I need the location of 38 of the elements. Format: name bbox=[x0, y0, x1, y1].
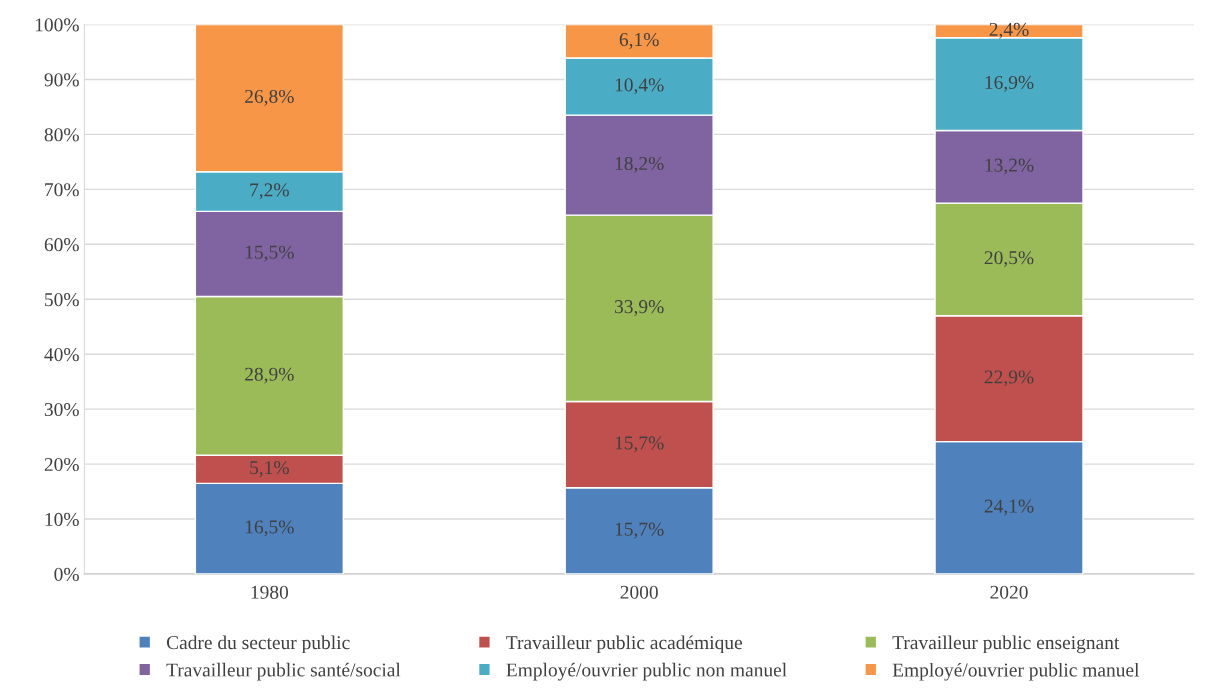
legend-label: Travailleur public enseignant bbox=[892, 635, 1120, 654]
data-label: 15,7% bbox=[615, 522, 664, 539]
y-tick-label: 100% bbox=[35, 18, 79, 32]
legend-label: Cadre du secteur public bbox=[166, 635, 350, 654]
y-tick-label: 10% bbox=[45, 512, 79, 527]
y-tick-label: 90% bbox=[44, 73, 79, 87]
data-label: 24,1% bbox=[984, 499, 1034, 516]
x-tick-label: 1980 bbox=[251, 585, 289, 599]
data-label: 5,1% bbox=[250, 461, 289, 477]
data-label: 6,1% bbox=[619, 33, 659, 49]
data-label: 16,5% bbox=[245, 520, 294, 537]
data-label: 2,4% bbox=[989, 22, 1029, 39]
data-label: 13,2% bbox=[985, 158, 1034, 175]
legend-label: Employé/ouvrier public non manuel bbox=[506, 662, 787, 681]
legend-label: Employé/ouvrier public manuel bbox=[892, 662, 1140, 681]
legend-label: Travailleur public santé/social bbox=[166, 662, 401, 681]
data-label: 33,9% bbox=[615, 300, 664, 316]
y-tick-label: 20% bbox=[44, 457, 79, 472]
data-label: 22,9% bbox=[984, 370, 1034, 387]
data-label: 28,9% bbox=[245, 367, 294, 384]
data-label: 16,9% bbox=[985, 75, 1034, 92]
y-tick-label: 30% bbox=[44, 402, 79, 417]
data-label: 10,4% bbox=[615, 78, 664, 95]
data-label: 15,7% bbox=[615, 436, 664, 453]
legend-label: Travailleur public académique bbox=[506, 635, 743, 654]
data-label: 15,5% bbox=[245, 245, 294, 262]
data-label: 18,2% bbox=[615, 156, 664, 173]
y-tick-label: 50% bbox=[45, 293, 79, 307]
data-label: 7,2% bbox=[250, 183, 289, 200]
y-tick-label: 60% bbox=[44, 238, 79, 252]
y-tick-label: 40% bbox=[44, 348, 79, 362]
y-tick-label: 70% bbox=[45, 183, 79, 197]
x-tick-label: 2020 bbox=[990, 585, 1028, 599]
y-tick-label: 0% bbox=[54, 567, 79, 581]
x-tick-label: 2000 bbox=[620, 585, 658, 599]
y-tick-label: 80% bbox=[44, 128, 79, 142]
data-label: 20,5% bbox=[984, 251, 1034, 268]
data-label: 26,8% bbox=[245, 89, 294, 106]
